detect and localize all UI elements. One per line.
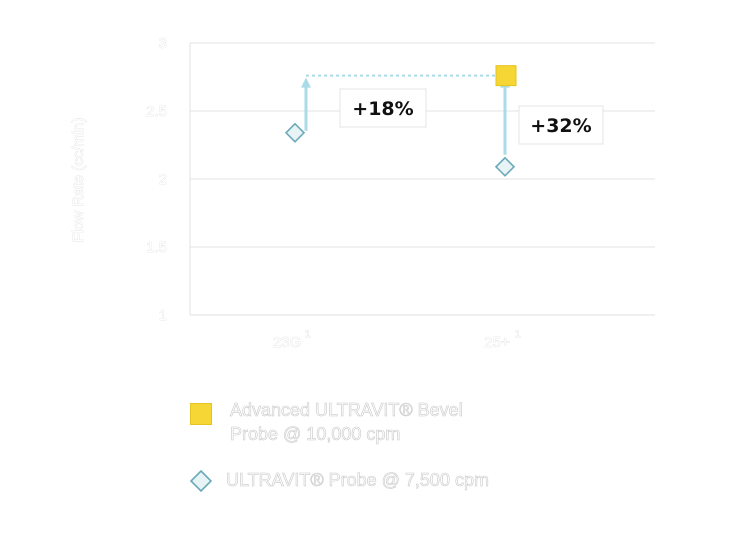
square-marker <box>495 65 517 87</box>
annotation-box <box>339 88 427 128</box>
legend-label-line: ULTRAVIT® Probe @ 7,500 cpm <box>226 470 490 491</box>
y-tick-label: 1 <box>159 307 167 324</box>
x-tick-superscript: 1 <box>515 329 521 340</box>
annotation-label: +18% <box>352 98 413 120</box>
annotations: +18% +32% <box>339 88 604 145</box>
legend: Advanced ULTRAVIT® Bevel Probe @ 10,000 … <box>190 398 570 514</box>
diamond-marker <box>284 122 306 143</box>
arrow-head <box>301 77 311 88</box>
diamond-marker <box>494 156 516 177</box>
y-axis-label: Flow Rate (cc/min) <box>70 117 87 242</box>
y-tick-label: 3 <box>159 35 167 52</box>
gridlines <box>190 42 655 248</box>
yellow-square-icon <box>190 403 212 425</box>
axes <box>189 43 655 316</box>
x-tick-label: 25+ <box>484 334 510 351</box>
legend-item-bevel-probe: Advanced ULTRAVIT® Bevel Probe @ 10,000 … <box>190 398 570 446</box>
y-tick-label: 1.5 <box>146 239 167 256</box>
legend-label: Advanced ULTRAVIT® Bevel Probe @ 10,000 … <box>230 398 463 446</box>
y-tick-labels: 1 1.5 2 2.5 3 <box>146 35 167 325</box>
annotation-box <box>518 105 604 145</box>
y-tick-label: 2 <box>159 171 167 188</box>
x-tick-label: 23G <box>273 334 301 351</box>
diamond-icon <box>190 470 212 492</box>
x-tick-labels: 23G 1 25+ 1 <box>273 329 522 352</box>
legend-label-line: Advanced ULTRAVIT® Bevel <box>230 400 463 421</box>
legend-item-standard-probe: ULTRAVIT® Probe @ 7,500 cpm <box>190 468 570 492</box>
legend-label: ULTRAVIT® Probe @ 7,500 cpm <box>226 468 490 492</box>
x-tick-superscript: 1 <box>305 329 311 340</box>
data-points <box>284 65 517 177</box>
annotation-label: +32% <box>530 115 591 137</box>
legend-label-line: Probe @ 10,000 cpm <box>230 424 401 445</box>
y-tick-label: 2.5 <box>146 103 167 120</box>
